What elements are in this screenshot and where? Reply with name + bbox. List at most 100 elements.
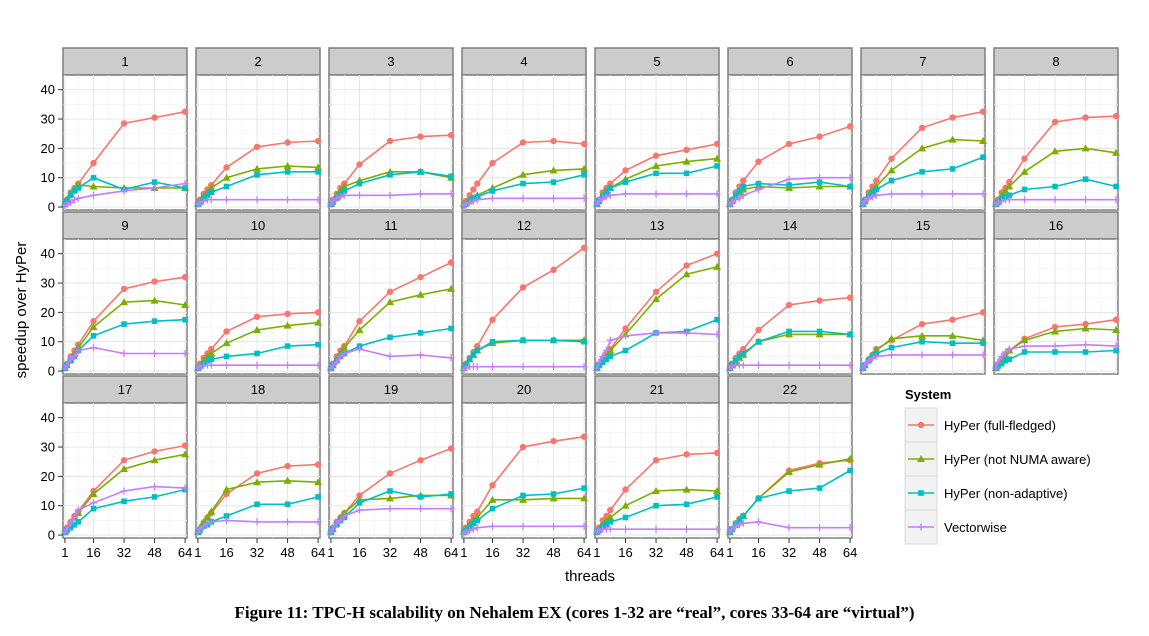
panel-label: 3 xyxy=(387,54,394,69)
panel-label: 16 xyxy=(1049,218,1063,233)
data-point xyxy=(581,338,587,345)
data-point xyxy=(606,191,614,199)
data-point xyxy=(67,524,74,531)
data-point xyxy=(580,140,588,148)
data-point xyxy=(621,501,630,509)
data-point xyxy=(599,359,606,366)
x-tick-label: 16 xyxy=(86,545,100,560)
data-point xyxy=(417,190,425,198)
data-point xyxy=(652,288,660,296)
data-point xyxy=(980,340,986,346)
data-point xyxy=(329,525,337,533)
x-tick-label: 32 xyxy=(782,545,796,560)
legend-key-marker xyxy=(917,421,925,429)
data-point xyxy=(1006,178,1013,186)
data-point xyxy=(1082,176,1089,182)
x-tick-label: 1 xyxy=(194,545,201,560)
data-point xyxy=(728,525,736,533)
data-point xyxy=(873,177,880,184)
panel-strip xyxy=(594,211,720,240)
data-point xyxy=(622,347,629,354)
data-point xyxy=(488,495,497,503)
data-point xyxy=(607,185,614,191)
data-point xyxy=(474,508,481,515)
legend-label: HyPer (non-adaptive) xyxy=(944,486,1068,501)
data-point xyxy=(284,169,291,175)
data-point xyxy=(846,294,854,301)
data-point xyxy=(1051,196,1059,204)
panel-strip xyxy=(993,47,1119,76)
panel-label: 8 xyxy=(1052,54,1059,69)
data-point xyxy=(207,183,216,191)
x-tick-label: 16 xyxy=(618,545,632,560)
data-point xyxy=(580,494,589,502)
panel-20: 20 1 16 32 48 64 xyxy=(459,375,591,560)
panel-8: 8 xyxy=(991,47,1121,211)
data-point xyxy=(1021,349,1028,355)
data-point xyxy=(1081,144,1090,152)
data-point xyxy=(979,108,987,115)
data-point xyxy=(865,357,873,365)
data-point xyxy=(254,350,260,357)
data-point xyxy=(314,309,322,316)
data-point xyxy=(948,135,957,143)
data-point xyxy=(550,266,557,274)
data-point xyxy=(755,518,763,526)
data-point xyxy=(1021,155,1028,162)
data-point xyxy=(732,192,739,199)
data-point xyxy=(387,334,393,341)
data-point xyxy=(489,159,496,167)
x-axis-title: threads xyxy=(565,568,615,585)
data-point xyxy=(714,163,720,169)
panel-label: 22 xyxy=(783,382,797,397)
data-point xyxy=(713,250,721,257)
data-point xyxy=(67,192,74,199)
data-point xyxy=(489,316,496,323)
panel-plot-area xyxy=(860,238,986,375)
data-point xyxy=(1082,114,1089,121)
data-point xyxy=(489,194,497,202)
panel-plot-area xyxy=(594,402,720,539)
data-point xyxy=(1051,327,1060,335)
data-point xyxy=(466,527,474,535)
series-3 xyxy=(593,190,721,208)
data-point xyxy=(253,313,261,320)
data-point xyxy=(815,182,824,190)
data-point xyxy=(949,190,957,198)
data-point xyxy=(196,199,204,207)
data-point xyxy=(283,321,292,329)
data-point xyxy=(580,194,588,202)
data-point xyxy=(207,507,216,515)
data-point xyxy=(283,161,292,169)
data-point xyxy=(732,522,740,530)
legend: System HyPer (full-fledged) HyPer (not NUM… xyxy=(904,387,1091,545)
data-point xyxy=(223,361,231,369)
data-point xyxy=(1112,342,1120,350)
x-tick-label: 32 xyxy=(649,545,663,560)
y-tick-label: 20 xyxy=(41,305,55,320)
data-point xyxy=(356,492,363,499)
legend-entry: Vectorwise xyxy=(904,509,1007,545)
data-point xyxy=(846,454,855,462)
series-3 xyxy=(194,361,322,372)
data-point xyxy=(919,169,925,175)
data-point xyxy=(622,179,629,185)
data-point xyxy=(713,262,722,270)
series-3 xyxy=(327,190,455,208)
data-point xyxy=(315,494,321,500)
data-point xyxy=(284,361,292,369)
data-point xyxy=(181,484,189,492)
data-point xyxy=(550,437,557,445)
data-point xyxy=(861,197,869,205)
data-point xyxy=(416,290,425,298)
data-point xyxy=(120,298,129,306)
data-point xyxy=(606,525,614,533)
data-point xyxy=(995,363,1001,370)
y-tick-label: 0 xyxy=(48,200,55,215)
data-point xyxy=(550,491,557,497)
panel-strip xyxy=(195,375,321,404)
legend-entry: HyPer (non-adaptive) xyxy=(904,475,1068,511)
data-point xyxy=(550,337,557,344)
data-point xyxy=(713,330,721,338)
